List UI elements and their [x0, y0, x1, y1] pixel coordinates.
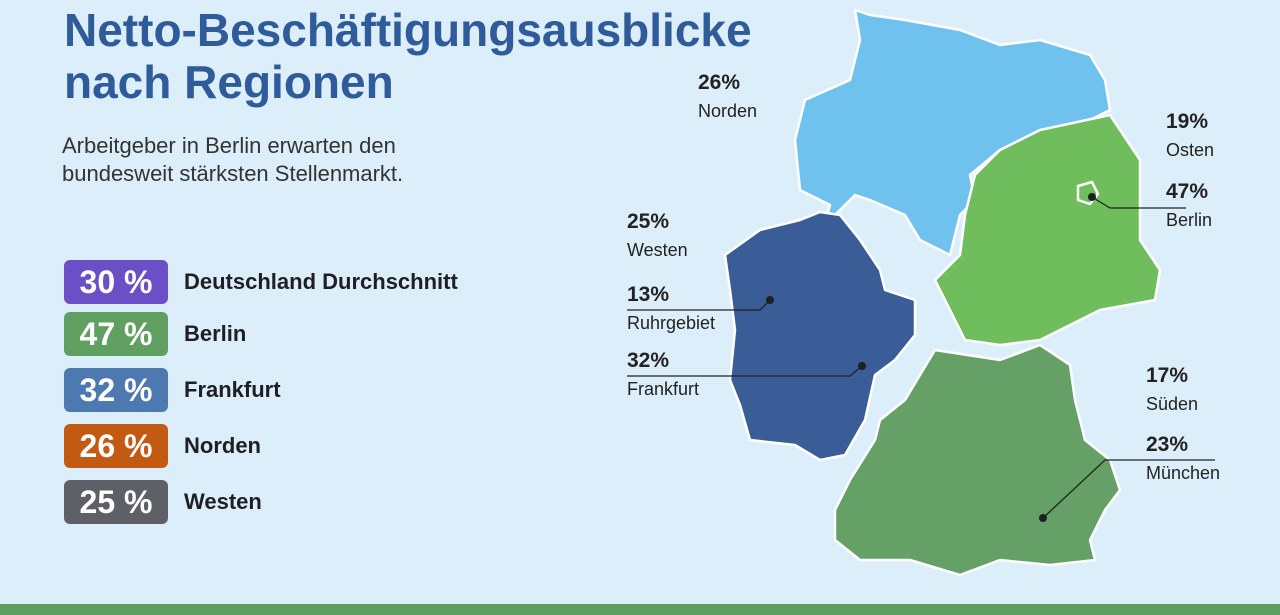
- map-label: 17% Süden: [1146, 361, 1198, 419]
- map-label: 13% Ruhrgebiet: [627, 280, 715, 338]
- marker: [858, 362, 866, 370]
- region-sueden: [833, 343, 1122, 577]
- legend-row: 47 % Berlin: [64, 312, 246, 356]
- legend-row: 25 % Westen: [64, 480, 262, 524]
- map-label: 23% München: [1146, 430, 1220, 488]
- footer-bar: [0, 604, 1280, 615]
- legend-row: 32 % Frankfurt: [64, 368, 281, 412]
- region-osten: [933, 113, 1162, 347]
- title: Netto-Beschäftigungsausblicke nach Regio…: [64, 4, 752, 108]
- marker: [1088, 193, 1096, 201]
- map-region: Frankfurt: [627, 379, 700, 399]
- map-value: 25%: [627, 210, 670, 233]
- map-label: 26% Norden: [698, 68, 757, 126]
- map-region: Süden: [1146, 394, 1199, 414]
- leader-line: [1091, 196, 1186, 209]
- badge: 26 %: [64, 424, 168, 468]
- map-value: 23%: [1146, 433, 1189, 456]
- legend-row: 26 % Norden: [64, 424, 261, 468]
- legend-label: Westen: [184, 489, 262, 514]
- legend-label: Berlin: [184, 321, 247, 346]
- map-value: 17%: [1146, 364, 1189, 387]
- map-label: 25% Westen: [627, 207, 688, 265]
- map-value: 47%: [1166, 180, 1209, 203]
- subtitle: Arbeitgeber in Berlin erwarten den bunde…: [62, 133, 404, 186]
- legend-label: Frankfurt: [184, 377, 281, 402]
- map-value: 19%: [1166, 110, 1209, 133]
- leader-line: [1042, 459, 1215, 519]
- map-value: 26%: [698, 71, 741, 94]
- legend-label: Norden: [184, 433, 261, 458]
- leader-line: [627, 299, 771, 311]
- badge: 25 %: [64, 480, 168, 524]
- map-region: Ruhrgebiet: [627, 313, 716, 333]
- map-region: Westen: [627, 240, 688, 260]
- marker: [1039, 514, 1047, 522]
- region-norden: [793, 8, 1112, 257]
- badge: 30 %: [64, 260, 168, 304]
- legend-label: Deutschland Durchschnitt: [184, 269, 458, 294]
- map-region: Berlin: [1166, 210, 1213, 230]
- marker: [766, 296, 774, 304]
- region-westen: [723, 210, 917, 462]
- map-value: 13%: [627, 283, 670, 306]
- map-label: 32% Frankfurt: [627, 346, 699, 404]
- leader-line: [627, 365, 863, 377]
- map-region: Norden: [698, 101, 758, 121]
- map-label: 47% Berlin: [1166, 177, 1212, 235]
- legend-row: 30 % Deutschland Durchschnitt: [64, 260, 458, 304]
- map-region: München: [1146, 463, 1221, 483]
- badge: 47 %: [64, 312, 168, 356]
- map-region: Osten: [1166, 140, 1215, 160]
- badge: 32 %: [64, 368, 168, 412]
- map-value: 32%: [627, 349, 670, 372]
- map-label: 19% Osten: [1166, 107, 1214, 165]
